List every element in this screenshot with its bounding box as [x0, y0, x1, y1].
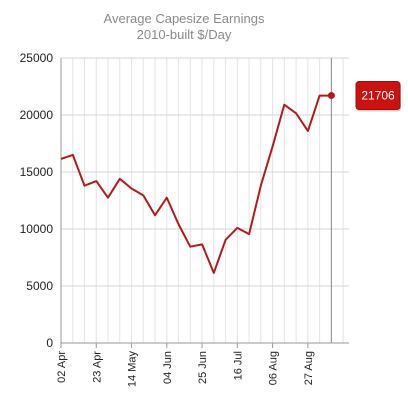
x-tick-label: 23 Apr	[91, 351, 103, 383]
y-tick-label: 5000	[26, 279, 53, 293]
tooltip-value: 21706	[361, 89, 395, 103]
x-tick-label: 14 May	[127, 351, 139, 388]
series-line	[60, 94, 332, 274]
y-tick-label: 10000	[20, 222, 54, 236]
x-tick-label: 02 Apr	[56, 351, 68, 383]
y-tick-label: 20000	[20, 108, 54, 122]
chart-title: Average Capesize Earnings	[104, 11, 265, 26]
x-tick-label: 27 Aug	[303, 351, 315, 385]
tooltip-box	[355, 81, 401, 111]
x-tick-label: 06 Aug	[268, 351, 280, 385]
tooltip: 21706	[355, 81, 401, 112]
chart-subtitle: 2010-built $/Day	[137, 27, 232, 42]
axes: 0 5000 10000 15000 20000 25000 02 Apr 23 Apr 14 …	[20, 51, 349, 387]
y-tick-label: 25000	[20, 51, 54, 65]
data-point	[327, 92, 335, 100]
series-layer	[60, 92, 335, 274]
y-tick-label: 15000	[20, 165, 54, 179]
x-tick-label: 16 Jul	[232, 351, 244, 380]
grid	[60, 57, 349, 343]
x-tick-label: 25 Jun	[197, 351, 209, 384]
x-tick-label: 04 Jun	[162, 351, 174, 384]
y-tick-label: 0	[46, 336, 53, 350]
